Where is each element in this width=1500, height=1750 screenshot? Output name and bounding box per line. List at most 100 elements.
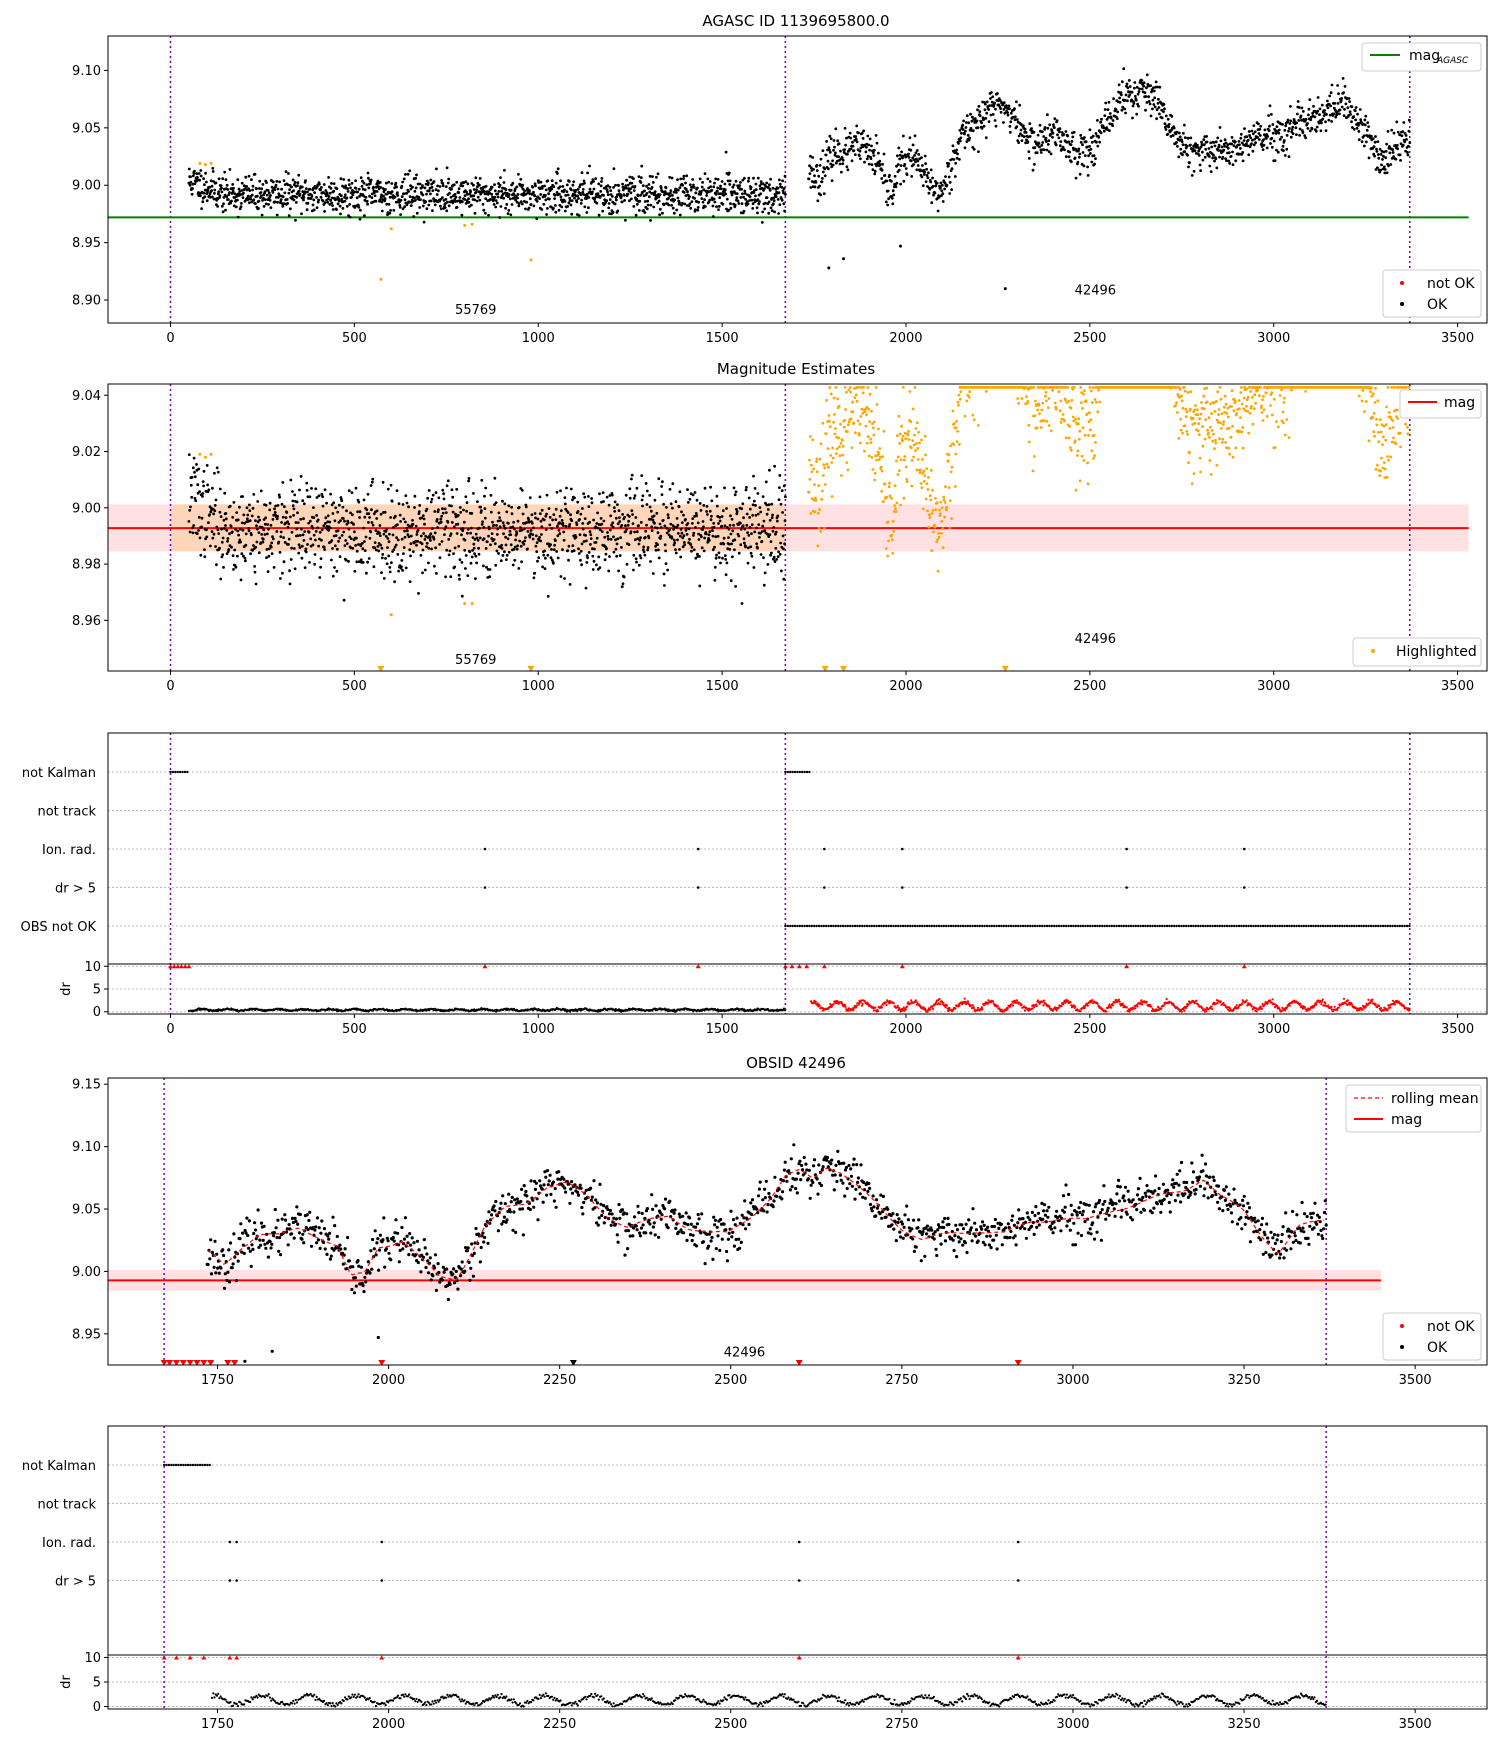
y-tick-label: 9.05 [72,1203,101,1218]
flag-point [1242,847,1246,851]
flag-point [901,886,904,889]
clipped-marker [527,666,535,671]
flag-point [696,847,700,851]
dr-red-marker [899,964,905,969]
flag-point [696,886,700,889]
dr-series [187,1006,787,1013]
y-tick-label: 9.10 [72,64,101,79]
flag-point [380,1540,384,1544]
legend-label-ok-obsid: OK [1427,1340,1448,1356]
highlighted-points [198,161,533,281]
agasc-legend-top: mag AGASC [1361,42,1482,72]
dr-axis-label: dr [59,1675,74,1689]
dr-red-marker [227,1655,233,1660]
flag-point [1016,1540,1020,1544]
ok-points-obs-55769 [187,453,787,605]
agasc-panel-title: AGASC ID 1139695800.0 [702,12,889,30]
dr-red-marker [182,964,188,969]
legend-label-not-ok-obsid: not OK [1427,1319,1475,1335]
x-tick-label: 500 [342,679,367,694]
dr-red-marker [804,964,810,969]
flag-point [235,1579,238,1582]
x-tick-label: 2000 [889,1022,922,1037]
y-tick-label: 9.00 [72,501,101,516]
x-tick-label: 0 [166,331,174,346]
x-tick-label: 0 [166,1022,174,1037]
x-tick-label: 1000 [522,331,555,346]
dr-red-marker [1241,964,1247,969]
not-ok-clipped-marker [200,1360,208,1365]
x-tick-label: 3000 [1056,1717,1089,1732]
dr-red-marker [234,1655,240,1660]
clipped-marker [839,666,847,671]
dr-red-marker [1124,964,1130,969]
not-ok-clipped-marker [166,1360,174,1365]
y-tick-label: 8.90 [72,294,101,309]
flags-all-panel: not Kalman not track Ion. rad. dr > 5 OBS no… [21,732,1488,1037]
dr-red-marker [796,1655,802,1660]
x-tick-label: 3500 [1441,1022,1474,1037]
obsid-annotation: 55769 [455,653,496,668]
obsid-panel: OBSID 42496 42496 1750 2000 2250 2500 2750 300… [72,1054,1488,1388]
obsid-annotation: 42496 [724,1345,765,1360]
y-tick-label: 9.00 [72,179,101,194]
plot-area: 42496 [108,1078,1381,1365]
not-ok-clipped-marker [378,1360,386,1365]
x-tick-label: 1500 [706,679,739,694]
obsid-panel-title: OBSID 42496 [746,1054,846,1072]
x-tick-label: 3500 [1399,1373,1432,1388]
dr-y-tick-label: 10 [84,960,101,975]
obsid-legend-bottom: not OK OK [1382,1312,1482,1361]
ok-outlier-points [243,1335,380,1363]
obsid-annotation: 55769 [455,303,496,318]
clipped-marker [821,666,829,671]
x-tick-label: 1750 [201,1717,234,1732]
dr-y-tick-label: 5 [93,983,101,998]
dr-red-marker [173,1655,179,1660]
flag-point [483,886,487,889]
flag-point [901,847,904,851]
y-tick-label: 9.05 [72,121,101,136]
y-tick-label: 9.04 [72,389,101,404]
flag-label: Ion. rad. [42,1536,96,1551]
rolling-mean-line [206,1167,1325,1281]
x-tick-label: 3000 [1257,331,1290,346]
clipped-marker [1001,666,1009,671]
plot-area: 55769 42496 [108,384,1469,671]
x-tick-label: 2500 [714,1717,747,1732]
obsid-legend-top: rolling mean mag [1345,1084,1482,1133]
dr-marks [168,964,1411,1013]
legend-subscript-agasc: AGASC [1436,56,1469,66]
flag-point [235,1540,238,1544]
dr-series [210,1692,1327,1708]
x-tick-label: 1000 [522,1022,555,1037]
dr-red-marker [821,964,827,969]
flag-label: Ion. rad. [42,843,96,858]
x-tick-label: 500 [342,331,367,346]
y-tick-label: 9.10 [72,1140,101,1155]
ok-points-obs-55769 [187,150,787,224]
flag-label: dr > 5 [55,882,96,897]
dr-red-marker [187,1655,193,1660]
dr-y-tick-label: 10 [84,1651,101,1666]
not-ok-clipped-marker [224,1360,232,1365]
flag-point [228,1540,232,1544]
flag-label: not Kalman [22,766,96,781]
estimates-legend-bottom: Highlighted [1352,637,1482,667]
y-tick-label: 9.15 [72,1078,101,1093]
flag-marks [162,1463,1020,1582]
axes-frame [107,732,1488,1015]
x-tick-label: 3000 [1257,679,1290,694]
legend-label-highlighted: Highlighted [1396,644,1477,660]
x-tick-label: 2750 [885,1373,918,1388]
estimates-legend-top: mag [1399,389,1482,419]
dr-red-marker [482,964,488,969]
y-tick-label: 8.98 [72,558,101,573]
dr-red-marker [171,964,177,969]
x-tick-label: 3500 [1399,1717,1432,1732]
dr-axis-label: dr [59,982,74,996]
legend-label-mag-obsid: mag [1391,1112,1422,1128]
dr-y-tick-label: 0 [93,1700,101,1715]
not-ok-clipped-marker [207,1360,215,1365]
